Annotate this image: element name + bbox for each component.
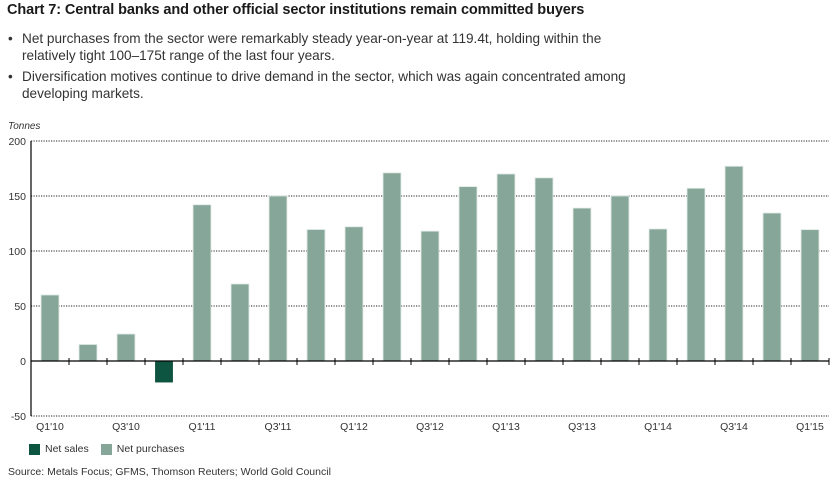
legend-label: Net purchases [116,443,185,455]
bar-net-purchases [306,229,326,362]
source-note: Source: Metals Focus; GFMS, Thomson Reut… [8,466,331,478]
bar-net-purchases [458,186,478,362]
bar-net-purchases [572,207,592,362]
bar-net-purchases [230,283,250,362]
y-tick-label: 200 [8,136,26,148]
x-tick-label: Q3'10 [112,421,140,433]
bar-net-purchases [420,230,440,362]
bar-net-sales [155,361,173,383]
bar-net-purchases [724,165,744,362]
bar-net-purchases [648,228,668,362]
x-tick-label: Q1'15 [796,421,824,433]
x-tick-label: Q1'13 [492,421,520,433]
y-tick-label: 150 [8,191,26,203]
y-tick-label: 50 [14,301,26,313]
bar-net-purchases [40,294,60,362]
axes [30,141,830,416]
bar-net-purchases [534,177,554,362]
bar-net-purchases [78,344,98,362]
x-tick-labels: Q1'10 Q3'10 Q1'11 Q3'11 Q1'12 Q3'12 Q1'13 Q3'13… [36,421,824,433]
legend-item-net-purchases: Net purchases [100,443,185,455]
y-axis-label: Tonnes [8,121,41,132]
bullet-item: Diversification motives continue to driv… [7,68,647,102]
bar-net-purchases [496,173,516,362]
y-tick-label: 0 [20,356,26,368]
chart-title: Chart 7: Central banks and other officia… [7,2,585,18]
x-tick-label: Q3'14 [720,421,748,433]
bar-net-purchases [762,212,782,362]
x-tick-label: Q1'10 [36,421,64,433]
bar-net-purchases [116,333,136,362]
legend: Net sales Net purchases [29,443,184,455]
bar-net-purchases [686,187,706,362]
summary-bullets: Net purchases from the sector were remar… [7,30,647,106]
bar-net-purchases [268,195,288,362]
bar-net-purchases [344,226,364,362]
y-tick-label: 100 [8,246,26,258]
x-tick-label: Q3'12 [416,421,444,433]
bars [40,165,820,383]
legend-swatch-net-sales [29,443,40,455]
legend-swatch-net-purchases [100,443,112,455]
bar-net-purchases [382,172,402,362]
x-tick-label: Q3'11 [265,421,292,433]
x-tick-label: Q1'11 [189,421,216,433]
x-tick-label: Q1'14 [644,421,672,433]
bar-net-purchases [610,195,630,362]
y-tick-label: -50 [11,411,26,423]
bar-net-purchases [800,229,820,362]
bullet-item: Net purchases from the sector were remar… [7,30,647,64]
x-tick-label: Q1'12 [340,421,368,433]
x-tick-label: Q3'13 [568,421,596,433]
legend-label: Net sales [45,443,89,455]
legend-item-net-sales: Net sales [29,443,89,455]
y-tick-labels: -50 0 50 100 150 200 [8,136,26,423]
bar-net-purchases [192,204,212,362]
